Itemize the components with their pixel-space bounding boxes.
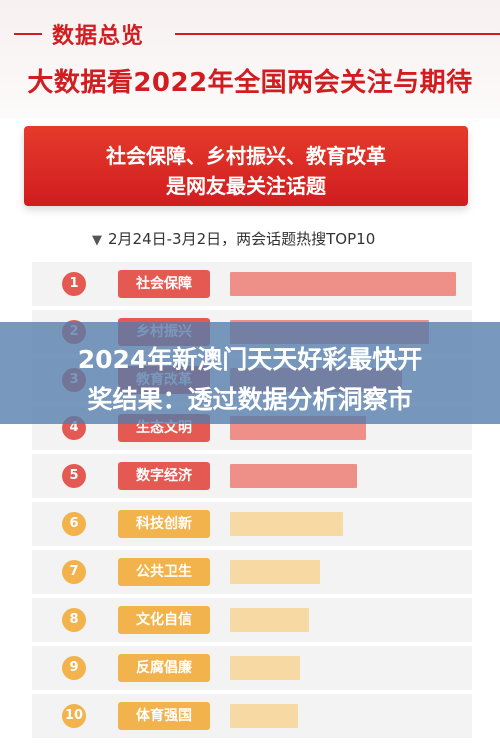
list-item: 8 文化自信: [32, 598, 472, 642]
rank-badge: 10: [62, 704, 86, 728]
header: 数据总览 大数据看2022年全国两会关注与期待: [0, 0, 500, 118]
list-item: 1 社会保障: [32, 262, 472, 306]
rank-badge: 9: [62, 656, 86, 680]
ranking-subtitle: ▼ 2月24日-3月2日，两会话题热搜TOP10: [92, 228, 375, 249]
headline-banner[interactable]: 2024年新澳门天天好彩最快开 奖结果：透过数据分析洞察市: [0, 322, 500, 424]
heat-bar: [230, 608, 309, 632]
topic-label: 体育强国: [118, 702, 210, 730]
header-rule-right: [175, 33, 500, 35]
section-category: 数据总览: [52, 24, 145, 49]
rank-badge: 7: [62, 560, 86, 584]
topic-label: 公共卫生: [118, 558, 210, 586]
banner-line-1: 2024年新澳门天天好彩最快开: [77, 345, 423, 374]
heat-bar: [230, 272, 456, 296]
rank-badge: 6: [62, 512, 86, 536]
ranking-subtitle-text: 2月24日-3月2日，两会话题热搜TOP10: [108, 230, 376, 248]
callout-line-2: 是网友最关注话题: [166, 174, 326, 198]
list-item: 5 数字经济: [32, 454, 472, 498]
topic-label: 科技创新: [118, 510, 210, 538]
header-rule-left: [14, 33, 42, 35]
list-item: 7 公共卫生: [32, 550, 472, 594]
list-item: 10 体育强国: [32, 694, 472, 738]
topic-label: 文化自信: [118, 606, 210, 634]
heat-bar: [230, 512, 343, 536]
list-item: 6 科技创新: [32, 502, 472, 546]
rank-badge: 8: [62, 608, 86, 632]
heat-bar: [230, 560, 320, 584]
callout-line-1: 社会保障、乡村振兴、教育改革: [106, 144, 386, 168]
topic-label: 数字经济: [118, 462, 210, 490]
list-item: 9 反腐倡廉: [32, 646, 472, 690]
page-title: 大数据看2022年全国两会关注与期待: [27, 68, 473, 98]
summary-callout: 社会保障、乡村振兴、教育改革 是网友最关注话题: [24, 126, 468, 206]
topic-label: 社会保障: [118, 270, 210, 298]
banner-line-2: 奖结果：透过数据分析洞察市: [87, 385, 413, 414]
triangle-down-icon: ▼: [92, 233, 102, 248]
topic-label: 反腐倡廉: [118, 654, 210, 682]
heat-bar: [230, 656, 300, 680]
rank-badge: 5: [62, 464, 86, 488]
heat-bar: [230, 704, 298, 728]
heat-bar: [230, 464, 357, 488]
rank-badge: 1: [62, 272, 86, 296]
